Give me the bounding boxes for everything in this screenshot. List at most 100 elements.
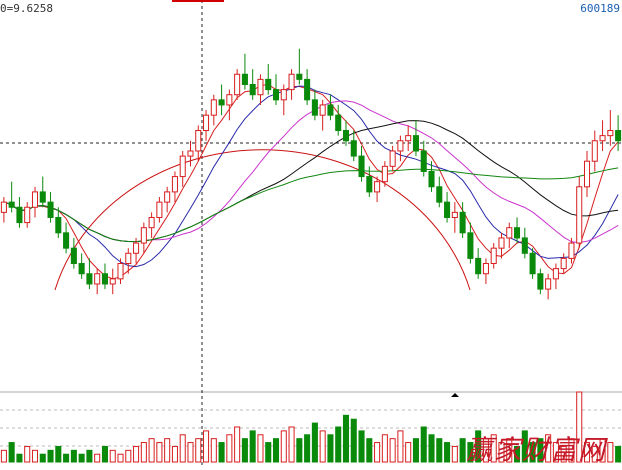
candle-body xyxy=(241,73,248,85)
candle-body xyxy=(304,78,311,101)
candle-body xyxy=(203,114,210,132)
volume-bar xyxy=(506,438,513,463)
candle-body xyxy=(467,232,474,259)
candle-body xyxy=(560,257,567,270)
volume-bar xyxy=(311,422,318,463)
volume-bar xyxy=(381,434,388,463)
candle-body xyxy=(607,130,614,137)
candle-body xyxy=(459,211,466,234)
ma60-line xyxy=(3,167,619,243)
candle-body xyxy=(482,263,489,275)
candle-body xyxy=(24,206,31,224)
candle-body xyxy=(0,201,7,213)
volume-bar xyxy=(47,449,54,463)
candle-body xyxy=(529,252,536,275)
candle-body xyxy=(475,257,482,275)
candle-body xyxy=(70,247,77,265)
volume-bar xyxy=(148,438,155,463)
candle-body xyxy=(187,150,194,157)
watermark: 赢家财富网 xyxy=(466,435,606,466)
candle-body xyxy=(576,186,583,244)
candle-body xyxy=(288,73,295,91)
volume-bar xyxy=(412,438,419,463)
volume-bar xyxy=(576,391,583,463)
candle-body xyxy=(109,278,116,285)
volume-bar xyxy=(405,442,412,463)
candle-body xyxy=(125,252,132,265)
volume-bar xyxy=(86,449,93,463)
candle-body xyxy=(218,99,225,106)
candle-body xyxy=(31,191,39,208)
volume-bar xyxy=(249,430,256,463)
arc-pattern xyxy=(54,149,471,291)
volume-bar xyxy=(397,430,404,463)
volume-bar xyxy=(327,434,334,463)
candle-body xyxy=(366,176,373,193)
volume-bar xyxy=(140,442,147,463)
candle-body xyxy=(490,247,497,265)
volume-bar xyxy=(366,438,373,463)
volume-bar xyxy=(428,434,435,463)
candle-body xyxy=(265,78,272,91)
candle-body xyxy=(521,237,528,254)
candle-body xyxy=(591,140,598,162)
volume-bar xyxy=(296,438,303,463)
volume-bar xyxy=(444,442,451,463)
volume-bar xyxy=(319,430,326,463)
candle-body xyxy=(94,273,101,285)
candle-body xyxy=(436,186,443,203)
candle-body xyxy=(101,273,108,285)
candle-body xyxy=(428,170,435,188)
candle-body xyxy=(319,104,326,116)
volume-bar xyxy=(537,438,544,463)
volume-bar xyxy=(599,438,606,463)
volume-bar xyxy=(8,442,15,463)
volume-bar xyxy=(101,445,108,463)
candle-body xyxy=(272,89,280,101)
candle-body xyxy=(133,242,140,254)
candle-body xyxy=(358,155,365,178)
candle-body xyxy=(171,176,178,193)
candle-body xyxy=(78,263,85,275)
candle-body xyxy=(506,227,513,239)
candle-body xyxy=(389,150,396,167)
candle-body xyxy=(381,165,388,183)
volume-bar xyxy=(374,442,381,463)
top-red-marker xyxy=(172,0,224,2)
candle-body xyxy=(8,201,15,208)
volume-bar xyxy=(133,445,140,463)
candle-body xyxy=(39,191,46,203)
volume-bar xyxy=(545,434,552,463)
volume-bar xyxy=(241,438,248,463)
candle-body xyxy=(335,114,342,132)
marker-icon xyxy=(451,393,459,397)
volume-bar xyxy=(171,445,178,463)
volume-bar xyxy=(31,449,39,463)
volume-bar xyxy=(164,438,171,463)
candle-body xyxy=(210,99,217,116)
candle-body xyxy=(599,135,606,142)
candle-body xyxy=(311,99,318,116)
candle-body xyxy=(179,155,186,178)
candle-body xyxy=(47,201,54,218)
volume-bar xyxy=(78,453,85,463)
volume-bar xyxy=(265,442,272,463)
volume-bar xyxy=(591,445,598,463)
volume-bar xyxy=(560,445,567,463)
volume-bar xyxy=(498,442,505,463)
ma20-line xyxy=(3,100,619,244)
candle-body xyxy=(55,216,62,234)
candle-body xyxy=(86,273,93,285)
volume-bar xyxy=(436,438,443,463)
candle-body xyxy=(583,160,591,188)
candle-body xyxy=(327,104,334,116)
volume-bar xyxy=(552,442,559,463)
candle-body xyxy=(545,278,552,290)
candle-body xyxy=(280,89,287,101)
candle-body xyxy=(226,94,233,106)
volume-bar xyxy=(226,434,233,463)
candle-body xyxy=(552,268,559,280)
volume-bar xyxy=(350,418,357,463)
volume-bar xyxy=(358,430,365,463)
